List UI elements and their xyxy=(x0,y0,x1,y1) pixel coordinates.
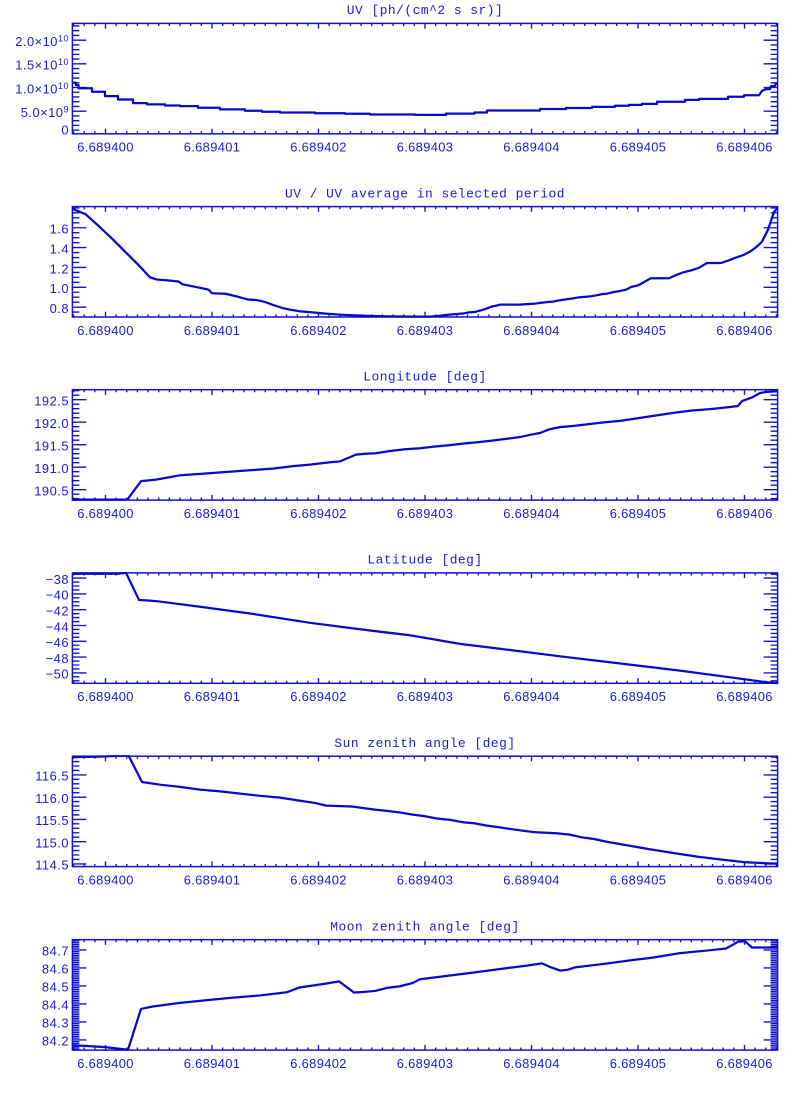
svg-text:1.4: 1.4 xyxy=(50,241,69,256)
svg-text:UV / UV average in selected pe: UV / UV average in selected period xyxy=(285,186,565,201)
svg-text:6.689404: 6.689404 xyxy=(503,140,560,155)
svg-text:1.0: 1.0 xyxy=(50,281,69,296)
svg-text:6.689403: 6.689403 xyxy=(397,873,454,888)
svg-text:6.689406: 6.689406 xyxy=(716,140,773,155)
svg-text:6.689405: 6.689405 xyxy=(610,1056,667,1071)
svg-text:6.689403: 6.689403 xyxy=(397,506,454,521)
svg-text:6.689400: 6.689400 xyxy=(77,873,134,888)
svg-text:6.689406: 6.689406 xyxy=(716,323,773,338)
svg-text:6.689400: 6.689400 xyxy=(77,689,134,704)
svg-text:6.689401: 6.689401 xyxy=(184,873,241,888)
svg-text:6.689401: 6.689401 xyxy=(184,323,241,338)
svg-text:6.689400: 6.689400 xyxy=(77,506,134,521)
svg-text:0: 0 xyxy=(61,122,69,137)
svg-text:6.689402: 6.689402 xyxy=(290,689,347,704)
svg-text:0.8: 0.8 xyxy=(50,301,69,316)
svg-text:6.689405: 6.689405 xyxy=(610,689,667,704)
svg-text:84.6: 84.6 xyxy=(42,962,69,977)
svg-text:−48: −48 xyxy=(46,651,69,666)
svg-text:6.689402: 6.689402 xyxy=(290,506,347,521)
svg-text:6.689402: 6.689402 xyxy=(290,1056,347,1071)
svg-text:192.0: 192.0 xyxy=(34,416,69,431)
svg-text:191.0: 191.0 xyxy=(34,461,69,476)
svg-text:6.689404: 6.689404 xyxy=(503,323,560,338)
svg-text:Longitude [deg]: Longitude [deg] xyxy=(363,370,487,385)
svg-text:Latitude [deg]: Latitude [deg] xyxy=(367,553,482,568)
svg-text:6.689405: 6.689405 xyxy=(610,873,667,888)
svg-text:Moon zenith angle [deg]: Moon zenith angle [deg] xyxy=(330,920,519,935)
svg-text:2.0×1010: 2.0×1010 xyxy=(15,33,69,49)
svg-text:6.689405: 6.689405 xyxy=(610,506,667,521)
svg-text:115.0: 115.0 xyxy=(35,835,69,850)
svg-text:6.689406: 6.689406 xyxy=(716,689,773,704)
svg-text:6.689401: 6.689401 xyxy=(184,506,241,521)
svg-text:6.689404: 6.689404 xyxy=(503,689,560,704)
svg-text:6.689402: 6.689402 xyxy=(290,140,347,155)
svg-text:84.5: 84.5 xyxy=(42,980,69,995)
svg-text:−46: −46 xyxy=(46,635,69,650)
svg-text:192.5: 192.5 xyxy=(34,394,69,409)
svg-text:6.689405: 6.689405 xyxy=(610,323,667,338)
svg-text:6.689400: 6.689400 xyxy=(77,323,134,338)
svg-text:84.2: 84.2 xyxy=(42,1034,69,1049)
svg-text:114.5: 114.5 xyxy=(35,858,69,873)
svg-text:6.689403: 6.689403 xyxy=(397,1056,454,1071)
svg-text:84.7: 84.7 xyxy=(42,944,69,959)
svg-text:190.5: 190.5 xyxy=(34,484,69,499)
svg-text:1.0×1010: 1.0×1010 xyxy=(15,81,69,97)
svg-text:−42: −42 xyxy=(46,604,69,619)
svg-text:84.3: 84.3 xyxy=(42,1016,69,1031)
svg-text:−44: −44 xyxy=(46,619,69,634)
svg-text:6.689401: 6.689401 xyxy=(184,140,241,155)
svg-text:UV [ph/(cm^2 s sr)]: UV [ph/(cm^2 s sr)] xyxy=(347,3,503,18)
svg-text:−50: −50 xyxy=(46,667,69,682)
svg-text:6.689402: 6.689402 xyxy=(290,873,347,888)
svg-text:191.5: 191.5 xyxy=(34,439,69,454)
svg-text:Sun zenith angle [deg]: Sun zenith angle [deg] xyxy=(334,736,515,751)
svg-text:6.689405: 6.689405 xyxy=(610,140,667,155)
svg-text:6.689406: 6.689406 xyxy=(716,873,773,888)
svg-text:−38: −38 xyxy=(46,572,69,587)
svg-text:6.689401: 6.689401 xyxy=(184,1056,241,1071)
svg-text:6.689403: 6.689403 xyxy=(397,140,454,155)
svg-text:1.6: 1.6 xyxy=(50,222,69,237)
svg-text:116.0: 116.0 xyxy=(35,791,69,806)
svg-text:6.689406: 6.689406 xyxy=(716,506,773,521)
svg-text:6.689406: 6.689406 xyxy=(716,1056,773,1071)
svg-text:6.689404: 6.689404 xyxy=(503,506,560,521)
svg-text:84.4: 84.4 xyxy=(42,998,69,1013)
svg-text:6.689400: 6.689400 xyxy=(77,1056,134,1071)
svg-text:6.689403: 6.689403 xyxy=(397,323,454,338)
svg-text:1.2: 1.2 xyxy=(50,261,69,276)
svg-text:6.689404: 6.689404 xyxy=(503,873,560,888)
svg-text:115.5: 115.5 xyxy=(35,813,69,828)
svg-text:6.689403: 6.689403 xyxy=(397,689,454,704)
svg-text:6.689401: 6.689401 xyxy=(184,689,241,704)
svg-text:6.689402: 6.689402 xyxy=(290,323,347,338)
svg-text:116.5: 116.5 xyxy=(35,769,69,784)
svg-text:6.689404: 6.689404 xyxy=(503,1056,560,1071)
svg-text:5.0×109: 5.0×109 xyxy=(21,104,69,120)
svg-text:−40: −40 xyxy=(46,588,69,603)
svg-text:6.689400: 6.689400 xyxy=(77,140,134,155)
svg-text:1.5×1010: 1.5×1010 xyxy=(15,57,69,73)
